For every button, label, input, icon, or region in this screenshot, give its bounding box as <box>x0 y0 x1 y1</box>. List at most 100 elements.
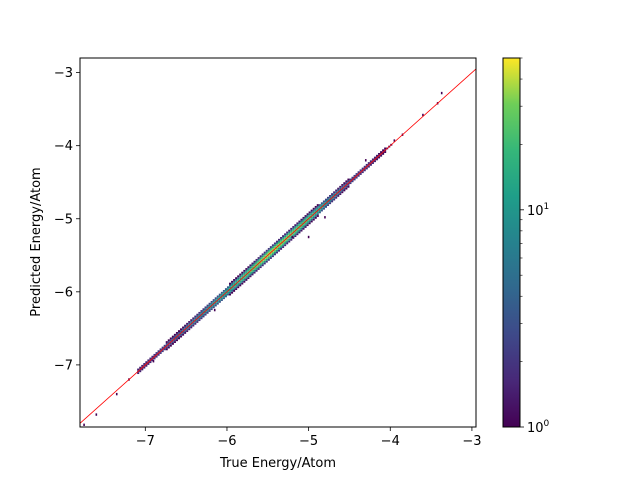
histogram-cell <box>241 279 244 281</box>
histogram-cell <box>290 229 293 232</box>
histogram-cell <box>245 275 248 278</box>
histogram-cell <box>241 273 244 276</box>
histogram-cell <box>357 171 360 174</box>
histogram-cell <box>353 178 356 181</box>
histogram-cell <box>314 213 317 216</box>
histogram-cell <box>324 205 327 208</box>
histogram-cell <box>269 257 272 259</box>
histogram-cell <box>190 319 193 322</box>
histogram-cell <box>384 151 387 153</box>
histogram-cell <box>253 271 256 274</box>
histogram-cell <box>273 246 276 248</box>
histogram-cell <box>171 337 174 340</box>
histogram-cell <box>347 178 350 181</box>
histogram-cell <box>288 240 291 243</box>
histogram-cell <box>310 213 313 216</box>
outlier-cell <box>393 139 396 142</box>
histogram-cell <box>239 280 242 283</box>
histogram-cell <box>300 229 303 232</box>
histogram-cell <box>316 207 319 210</box>
histogram-cell <box>286 240 289 243</box>
histogram-cell <box>271 255 274 258</box>
histogram-cell <box>384 147 387 150</box>
histogram-cell <box>324 200 327 203</box>
histogram-cell <box>265 249 268 252</box>
histogram-cell <box>257 268 260 270</box>
histogram-cell <box>253 269 256 272</box>
histogram-cell <box>302 216 305 219</box>
x-axis: −7 −6 −5 −4 −3 <box>136 427 482 449</box>
histogram-cell <box>212 299 215 301</box>
histogram-cell <box>298 227 301 230</box>
histogram-cell <box>157 353 160 356</box>
histogram-cell <box>220 293 223 296</box>
histogram-cell <box>373 156 376 159</box>
histogram-cell <box>382 152 385 155</box>
histogram-cell <box>337 195 340 197</box>
histogram-cell <box>192 324 195 327</box>
outlier-cell <box>115 392 118 396</box>
histogram-cell <box>304 222 307 225</box>
histogram-cell <box>263 258 266 261</box>
histogram-cell <box>322 207 325 210</box>
histogram-cell <box>278 242 281 245</box>
histogram-cell <box>239 275 242 278</box>
histogram-cell <box>380 151 383 153</box>
histogram-cell <box>282 238 285 241</box>
histogram-cell <box>296 222 299 225</box>
histogram-cell <box>139 366 142 369</box>
histogram-cell <box>159 352 162 354</box>
histogram-cell <box>288 231 291 234</box>
histogram-cell <box>347 185 350 188</box>
histogram-cell <box>263 251 266 254</box>
histogram-cell <box>249 264 252 267</box>
outlier-cell <box>440 91 443 95</box>
histogram-cell <box>278 238 281 241</box>
histogram-cell <box>173 341 176 343</box>
histogram-cell <box>302 226 305 228</box>
histogram-cell <box>186 324 189 327</box>
histogram-cell <box>253 262 256 265</box>
histogram-cell <box>308 211 311 214</box>
histogram-cell <box>194 315 197 318</box>
histogram-cell <box>255 266 258 269</box>
histogram-cell <box>333 193 336 196</box>
histogram-cell <box>345 187 348 190</box>
histogram-cell <box>200 311 203 314</box>
histogram-cell <box>331 200 334 203</box>
histogram-cell <box>286 235 289 238</box>
histogram-cell <box>226 288 230 290</box>
histogram-cell <box>290 231 293 234</box>
histogram-cell <box>298 231 301 234</box>
histogram-cell <box>188 321 191 323</box>
histogram-cell <box>292 229 295 232</box>
histogram-cell <box>294 227 297 230</box>
histogram-cell <box>273 242 276 245</box>
histogram-cell <box>192 319 195 322</box>
histogram-cell <box>343 189 346 192</box>
histogram-cell <box>155 355 158 358</box>
histogram-cell <box>343 184 346 186</box>
histogram-cell <box>173 333 176 336</box>
histogram-cell <box>151 359 154 362</box>
histogram-cell <box>341 191 344 194</box>
histogram-cell <box>243 277 246 280</box>
histogram-cell <box>290 238 293 241</box>
histogram-cell <box>259 255 262 258</box>
histogram-cell <box>294 224 297 227</box>
histogram-cell <box>196 315 199 318</box>
histogram-cell <box>237 279 240 281</box>
histogram-cell <box>375 154 379 157</box>
histogram-cell <box>255 258 258 261</box>
histogram-cell <box>284 237 287 239</box>
histogram-cell <box>347 180 350 183</box>
histogram-cell <box>229 282 232 285</box>
histogram-cell <box>326 202 330 205</box>
histogram-cell <box>249 275 252 278</box>
histogram-cell <box>326 204 330 206</box>
histogram-cell <box>249 271 252 274</box>
histogram-cell <box>310 216 313 219</box>
histogram-cell <box>343 182 346 185</box>
histogram-cell <box>204 311 207 314</box>
histogram-cell <box>310 220 313 223</box>
